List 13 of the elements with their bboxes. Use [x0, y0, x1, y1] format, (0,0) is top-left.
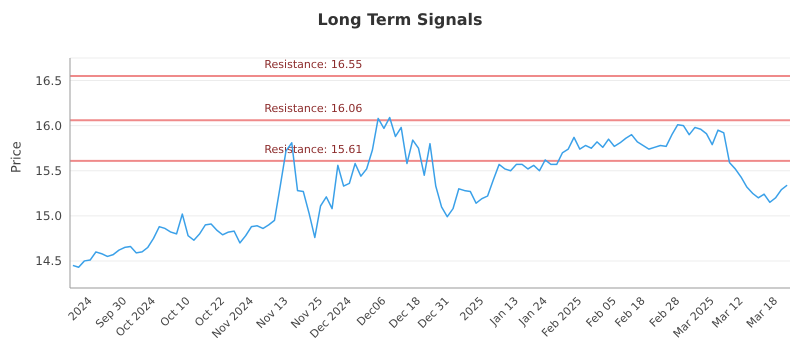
- x-tick-label: Nov 13: [254, 294, 291, 332]
- line-series: [72, 116, 788, 268]
- ref-line-label: Resistance: 16.55: [264, 58, 362, 72]
- chart-title: Long Term Signals: [316, 9, 484, 31]
- x-tick-label: Oct 10: [158, 294, 193, 330]
- x-tick-label: Mar 18: [744, 294, 780, 331]
- ref-line-label: Resistance: 16.06: [264, 102, 362, 116]
- y-tick-label: 14.5: [35, 254, 62, 268]
- y-tick-label: 16.5: [35, 74, 62, 88]
- y-tick-label: 15.0: [35, 209, 62, 224]
- y-tick-label: 16.0: [35, 118, 62, 133]
- y-axis-title: Price: [10, 141, 25, 173]
- y-tick-label: 15.5: [35, 164, 62, 178]
